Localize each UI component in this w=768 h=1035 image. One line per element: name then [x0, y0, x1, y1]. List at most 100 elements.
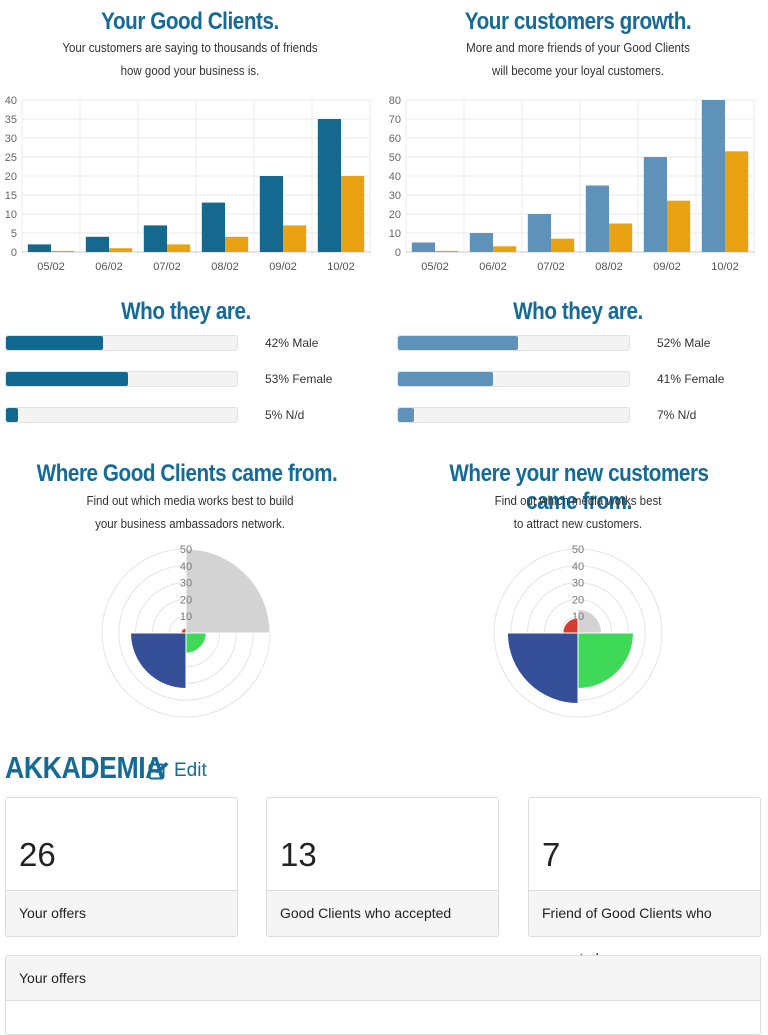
x-tick-label: 07/02 — [537, 261, 565, 273]
stat-label: Friend of Good Clients who accepted — [529, 890, 760, 966]
progress-label: 52% Male — [657, 336, 711, 350]
bar — [701, 100, 725, 252]
y-tick-label: 5 — [11, 228, 17, 240]
bar — [725, 151, 749, 252]
progress-fill — [6, 372, 129, 386]
y-tick-label: 50 — [389, 152, 401, 164]
where-good-clients-subtitle: Find out which media works best to build… — [34, 490, 347, 536]
y-tick-label: 15 — [5, 190, 17, 202]
bar — [493, 246, 517, 252]
stat-label: Your offers — [6, 890, 237, 936]
bar — [551, 238, 575, 252]
bar — [435, 250, 459, 252]
new-customers-source-chart: 10 20 30 40 50 — [493, 544, 663, 718]
good-clients-subtitle: Your customers are saying to thousands o… — [34, 37, 347, 83]
y-tick-label: 30 — [389, 190, 401, 202]
y-tick-label: 20 — [389, 209, 401, 221]
x-tick-label: 05/02 — [37, 261, 65, 273]
polar-segment — [180, 627, 187, 634]
y-tick-label: 80 — [389, 95, 401, 107]
customers-growth-bar-chart: 0 10 20 30 40 50 60 70 80 05/02 06/02 07/02 08/02 09/… — [389, 95, 755, 273]
y-tick-label: 40 — [389, 171, 401, 183]
progress-fill — [398, 408, 415, 422]
polar-segment — [506, 632, 579, 705]
good-clients-title: Your Good Clients. — [101, 8, 279, 35]
subtitle-line: will become your loyal customers. — [492, 64, 664, 78]
y-tick-label: 40 — [5, 95, 17, 107]
progress-fill — [6, 336, 104, 350]
progress-label: 41% Female — [657, 372, 725, 386]
stat-card-offers: 26 Your offers — [5, 797, 238, 937]
subtitle-line: Find out which media works best to build — [86, 494, 294, 508]
offers-panel-title: Your offers — [6, 956, 760, 1001]
progress-track — [397, 335, 630, 351]
polar-segment — [185, 548, 271, 634]
y-tick-label: 30 — [5, 133, 17, 145]
r-tick-label: 10 — [572, 611, 584, 623]
x-tick-label: 06/02 — [479, 261, 507, 273]
bar — [411, 242, 435, 252]
x-tick-label: 05/02 — [421, 261, 449, 273]
subtitle-line: Your customers are saying to thousands o… — [62, 41, 318, 55]
x-tick-label: 10/02 — [327, 261, 355, 273]
y-tick-label: 70 — [389, 114, 401, 126]
good-clients-source-chart: 10 20 30 40 50 — [101, 544, 271, 718]
polar-segment — [577, 608, 603, 634]
r-tick-label: 10 — [180, 611, 192, 623]
r-tick-label: 20 — [572, 594, 584, 606]
progress-label: 7% N/d — [657, 408, 697, 422]
customers-growth-title: Your customers growth. — [464, 8, 692, 35]
stat-value: 26 — [19, 836, 56, 873]
y-tick-label: 10 — [389, 228, 401, 240]
progress-label: 53% Female — [265, 372, 333, 386]
bar — [109, 248, 133, 252]
y-tick-label: 60 — [389, 133, 401, 145]
y-tick-label: 20 — [5, 171, 17, 183]
good-clients-bar-chart: 0 5 10 15 20 25 30 35 40 05/02 06/02 07/02 08/02 09/0… — [5, 95, 371, 273]
bar — [143, 225, 167, 252]
bar — [609, 223, 633, 252]
bar — [259, 176, 283, 252]
bar — [643, 157, 667, 252]
offers-panel: Your offers — [5, 955, 761, 1035]
polar-segment — [562, 617, 579, 634]
x-tick-label: 08/02 — [211, 261, 239, 273]
progress-track — [5, 371, 238, 387]
y-tick-label: 25 — [5, 152, 17, 164]
bar — [341, 176, 365, 252]
stat-label: Good Clients who accepted — [267, 890, 498, 936]
subtitle-line: More and more friends of your Good Clien… — [466, 41, 690, 55]
progress-track — [5, 407, 238, 423]
grid-ring — [493, 548, 663, 718]
where-new-customers-title: Where your new customers came from. — [449, 460, 709, 515]
where-new-customers-subtitle: Find out which media works best to attra… — [422, 490, 735, 536]
bar — [85, 236, 109, 252]
stat-card-friends: 7 Friend of Good Clients who accepted — [528, 797, 761, 966]
company-name: AKKADEMIA — [5, 750, 165, 785]
subtitle-line: how good your business is. — [120, 64, 260, 78]
r-tick-label: 20 — [180, 594, 192, 606]
progress-track — [5, 335, 238, 351]
progress-fill — [398, 372, 493, 386]
bar — [225, 236, 249, 252]
progress-label: 42% Male — [265, 336, 319, 350]
y-tick-label: 0 — [11, 247, 17, 259]
stat-value: 7 — [542, 836, 561, 873]
progress-track — [397, 407, 630, 423]
progress-label: 5% N/d — [265, 408, 305, 422]
r-tick-label: 40 — [180, 561, 192, 573]
customers-growth-subtitle: More and more friends of your Good Clien… — [422, 37, 735, 83]
bar — [585, 185, 609, 252]
edit-link[interactable]: Edit — [148, 760, 207, 782]
r-tick-label: 50 — [180, 544, 192, 556]
progress-fill — [6, 408, 18, 422]
subtitle-line: to attract new customers. — [513, 517, 643, 531]
x-tick-label: 08/02 — [595, 261, 623, 273]
bar — [167, 244, 191, 252]
r-tick-label: 50 — [572, 544, 584, 556]
subtitle-line: your business ambassadors network. — [95, 517, 285, 531]
x-tick-label: 07/02 — [153, 261, 181, 273]
where-good-clients-title: Where Good Clients came from. — [36, 460, 338, 487]
bar — [667, 200, 691, 252]
polar-segment — [185, 632, 207, 654]
